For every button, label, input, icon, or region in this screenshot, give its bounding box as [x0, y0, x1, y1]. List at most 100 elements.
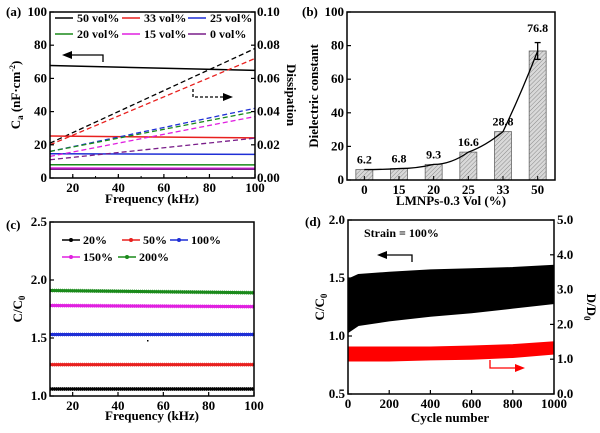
x-tick-label: 33 [497, 182, 511, 197]
data-label: 16.6 [458, 135, 479, 149]
x-tick-label: 200 [379, 396, 399, 411]
y-tick-label: 60 [331, 71, 344, 86]
panel-label-c: (c) [6, 217, 20, 232]
x-tick-label: 50 [531, 182, 544, 197]
y-tick-label: 40 [331, 105, 344, 120]
legend-label: 200% [139, 250, 169, 264]
data-label: 6.2 [357, 153, 372, 167]
legend-label: 50 vol% [77, 11, 119, 25]
legend-label: 15 vol% [144, 27, 186, 41]
legend-marker [69, 238, 73, 242]
y2-tick-label: 4.0 [557, 247, 573, 262]
dissipation-line-2 [49, 107, 256, 153]
panel-c-legend: 20% 50% 100% 150% 200% [62, 233, 221, 264]
dissipation-line-5 [49, 137, 256, 161]
legend-label: 100% [191, 233, 221, 247]
y-tick-label: 1.0 [329, 328, 345, 343]
panel-d-y2label: D/D0 [582, 294, 599, 321]
x-tick-label: 100 [245, 180, 265, 195]
panel-b-bars: 6.2 6.8 9.3 16.6 28.8 76.8 [355, 21, 548, 181]
trend-line [364, 50, 539, 171]
y-tick-label: 2.0 [31, 272, 47, 287]
y2-tick-label: 0.10 [257, 4, 280, 19]
x-tick-label: 80 [203, 180, 216, 195]
y-tick-label: 80 [34, 37, 47, 52]
panel-label-b: (b) [302, 4, 318, 19]
x-tick-label: 40 [112, 398, 125, 413]
legend-marker [129, 238, 133, 242]
panel-a-axes: 20 40 60 80 1000204060801000.000.020.040.060… [28, 4, 281, 195]
x-tick-label: 600 [462, 396, 482, 411]
y2-tick-label: 0.06 [257, 70, 280, 85]
x-tick-label: 0 [361, 182, 368, 197]
x-tick-label: 20 [427, 182, 440, 197]
y-tick-label: 100 [325, 4, 345, 19]
x-tick-label: 0 [345, 396, 352, 411]
y-tick-label: 20 [331, 138, 344, 153]
panel-a-frame [49, 11, 256, 179]
panel-b-xlabel: LMNPs-0.3 Vol (%) [396, 193, 506, 208]
legend-label: 150% [83, 250, 113, 264]
panel-b-axes: 0 15 20 25 33 50 0 20 40 60 80 100 [325, 4, 556, 197]
y-tick-label: 0 [338, 172, 345, 187]
legend-marker [69, 255, 73, 259]
panel-c-axes: 20 40 60 80 100 1.0 1.5 2.0 2.5 [31, 214, 264, 413]
data-label: 6.8 [392, 152, 407, 166]
panel-c: (c) 20 40 60 80 100 1.0 1.5 2.0 2.5 20% 50% 100% 15… [6, 214, 264, 423]
panel-d: (d) 0 200 400 600 800 1000 0.5 1.0 1.5 2.0 0.0 1.0 2… [305, 212, 599, 425]
y2-tick-label: 0.0 [557, 386, 573, 401]
bar-33 [494, 131, 512, 181]
dissipation-line-1 [49, 57, 256, 146]
left-axis-arrow [62, 51, 104, 62]
y2-tick-label: 2.0 [557, 316, 573, 331]
panel-a-series [49, 47, 256, 170]
right-axis-arrow [192, 89, 233, 101]
panel-d-series [347, 264, 555, 362]
panel-b-ylabel: Dielectric constant [306, 44, 321, 148]
y-tick-label: 100 [28, 4, 48, 19]
y-tick-label: 0.5 [329, 386, 346, 401]
legend-marker [177, 238, 181, 242]
panel-c-series [49, 288, 255, 392]
x-tick-label: 60 [157, 180, 170, 195]
band-0 [347, 264, 555, 334]
y2-tick-label: 1.0 [557, 351, 573, 366]
y2-tick-label: 0.02 [257, 137, 280, 152]
panel-a-legend: 50 vol% 33 vol% 25 vol% 20 vol% 15 vol% 0 vol… [55, 11, 252, 41]
panel-label-d: (d) [305, 214, 321, 229]
y-tick-label: 1.5 [329, 270, 346, 285]
legend-label: 20 vol% [77, 27, 119, 41]
stray-dot [147, 340, 149, 342]
panel-a-y2label: Dissipation [284, 64, 299, 127]
x-tick-label: 40 [112, 180, 125, 195]
x-tick-label: 100 [244, 398, 264, 413]
y-tick-label: 0 [41, 170, 48, 185]
y-tick-label: 40 [34, 104, 47, 119]
y-tick-label: 20 [34, 137, 47, 152]
x-tick-label: 80 [202, 398, 215, 413]
panel-b-frame [346, 11, 556, 181]
data-label: 9.3 [426, 147, 441, 161]
legend-marker [125, 255, 129, 259]
panel-c-frame [49, 221, 255, 397]
strain-annotation: Strain = 100% [364, 226, 439, 240]
legend-label: 33 vol% [144, 11, 186, 25]
x-tick-label: 800 [503, 396, 523, 411]
y-tick-label: 1.5 [31, 330, 48, 345]
bar-50 [528, 50, 547, 181]
left-axis-arrow-d [377, 251, 413, 262]
panel-a-xlabel: Frequency (kHz) [105, 191, 199, 206]
y-tick-label: 2.0 [329, 212, 345, 227]
band-1 [347, 341, 555, 362]
x-tick-label: 1000 [541, 396, 567, 411]
legend-label: 25 vol% [210, 11, 252, 25]
y2-tick-label: 0.00 [257, 170, 280, 185]
panel-d-ylabel: C/C0 [312, 293, 329, 320]
x-tick-label: 400 [421, 396, 441, 411]
capacitance-line-2 [49, 153, 256, 156]
series-markers-200% [49, 288, 255, 295]
legend-label: 50% [143, 233, 167, 247]
y-tick-label: 60 [34, 70, 47, 85]
x-tick-label: 20 [66, 398, 79, 413]
